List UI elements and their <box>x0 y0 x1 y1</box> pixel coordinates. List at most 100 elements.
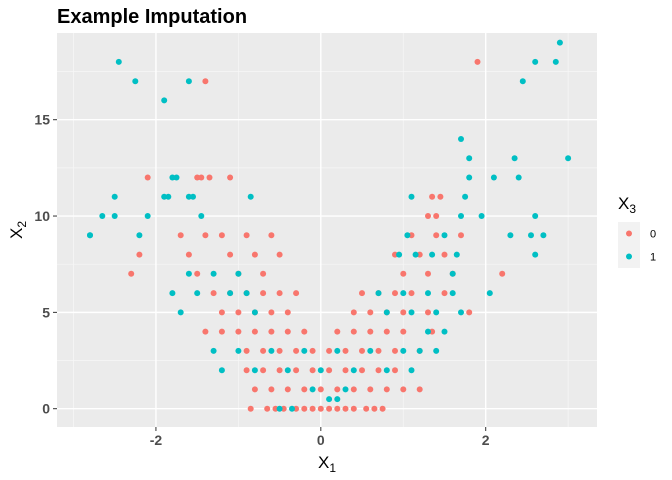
data-point <box>317 405 324 412</box>
data-point <box>276 251 283 258</box>
data-point <box>251 251 258 258</box>
data-point <box>301 405 308 412</box>
data-point <box>268 232 275 239</box>
data-point <box>532 58 539 65</box>
data-point <box>247 405 254 412</box>
data-point <box>268 328 275 335</box>
data-point <box>334 347 341 354</box>
data-point <box>284 386 291 393</box>
data-point <box>334 328 341 335</box>
data-point <box>400 290 407 297</box>
data-point <box>367 309 374 316</box>
data-point <box>449 270 456 277</box>
legend: X3 0 1 <box>618 194 656 268</box>
data-point <box>408 193 415 200</box>
data-point <box>218 367 225 374</box>
data-point <box>293 290 300 297</box>
data-point <box>499 270 506 277</box>
data-point <box>416 251 423 258</box>
data-point <box>425 309 431 316</box>
data-point <box>350 367 357 374</box>
legend-title-sub: 3 <box>629 202 636 216</box>
data-point <box>206 174 213 181</box>
data-point <box>161 193 168 200</box>
data-point <box>359 290 365 297</box>
data-point <box>383 367 390 374</box>
data-point <box>194 174 201 181</box>
y-axis-title-sub: 2 <box>15 221 29 228</box>
data-point <box>458 213 464 219</box>
data-point <box>194 270 201 277</box>
data-point <box>429 328 436 335</box>
data-point <box>359 367 365 374</box>
data-point <box>392 290 398 297</box>
data-point <box>276 405 283 412</box>
data-point <box>478 213 485 219</box>
data-point <box>342 347 349 354</box>
data-point <box>371 405 378 412</box>
data-point <box>284 367 291 374</box>
data-point <box>309 405 316 412</box>
data-point <box>161 97 168 104</box>
data-point <box>458 136 464 142</box>
data-point <box>284 328 291 335</box>
data-point <box>334 405 341 412</box>
data-point <box>519 78 526 85</box>
data-point <box>251 386 258 393</box>
data-point <box>400 347 407 354</box>
data-point <box>412 251 419 258</box>
data-point <box>400 328 407 335</box>
chart-title: Example Imputation <box>57 6 247 28</box>
data-point <box>284 309 291 316</box>
data-point <box>552 58 559 65</box>
data-point <box>375 290 382 297</box>
data-point <box>429 251 436 258</box>
data-point <box>115 58 122 65</box>
data-point <box>128 270 135 277</box>
data-point <box>132 78 139 85</box>
data-point <box>462 193 469 200</box>
data-point <box>202 232 209 239</box>
data-point <box>293 347 300 354</box>
data-point <box>198 213 205 219</box>
data-point <box>375 347 382 354</box>
legend-label: 1 <box>650 252 656 264</box>
data-point <box>99 213 106 219</box>
data-point <box>342 386 349 393</box>
data-point <box>515 174 522 181</box>
data-point <box>466 174 473 181</box>
data-point <box>280 405 287 412</box>
data-point <box>264 405 271 412</box>
data-point <box>111 213 118 219</box>
data-point <box>218 328 225 335</box>
data-point <box>342 367 349 374</box>
data-point <box>177 309 184 316</box>
data-point <box>169 174 176 181</box>
data-point <box>490 174 497 181</box>
data-point <box>309 347 316 354</box>
data-point <box>441 251 448 258</box>
data-point <box>342 405 349 412</box>
y-axis-title: X2 <box>7 221 29 239</box>
data-point <box>453 251 460 258</box>
data-point <box>272 405 279 412</box>
data-point <box>218 309 225 316</box>
data-point <box>383 386 390 393</box>
data-point <box>425 290 431 297</box>
data-point <box>532 251 539 258</box>
data-point <box>251 328 258 335</box>
data-point <box>408 309 415 316</box>
data-point <box>400 309 407 316</box>
data-point <box>466 309 473 316</box>
data-point <box>194 290 201 297</box>
data-point <box>227 251 234 258</box>
data-point <box>202 328 209 335</box>
data-point <box>247 193 254 200</box>
data-point <box>334 386 341 393</box>
data-point <box>301 347 308 354</box>
data-point <box>227 174 234 181</box>
data-point <box>144 213 151 219</box>
data-point <box>309 367 316 374</box>
data-point <box>433 213 440 219</box>
plot-panel <box>57 33 597 427</box>
